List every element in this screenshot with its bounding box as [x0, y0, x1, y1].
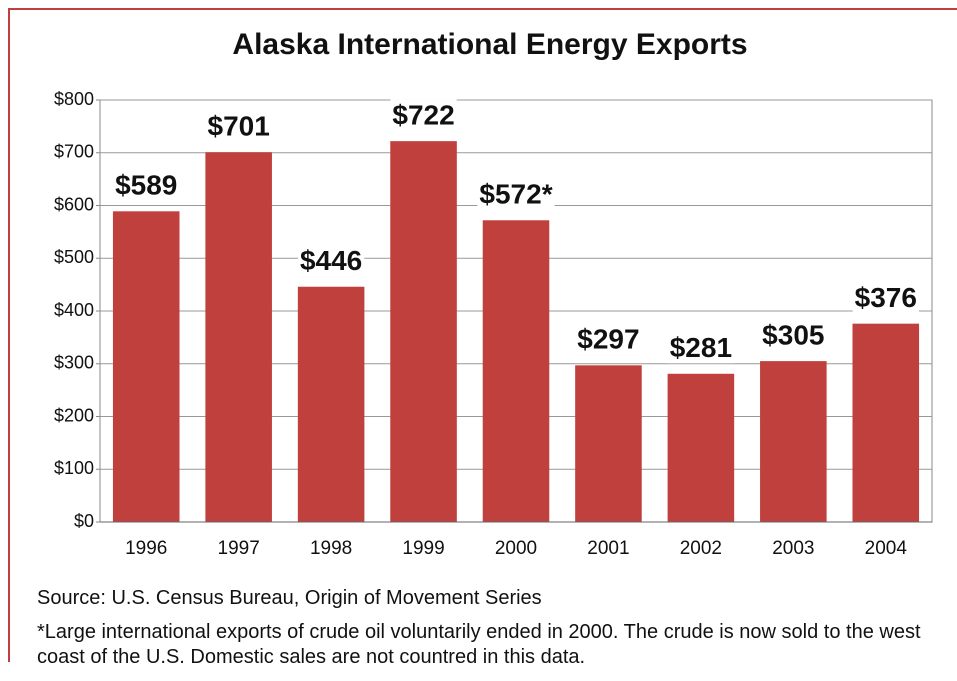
- value-label: $572*: [479, 179, 552, 210]
- value-label-bg: [205, 110, 272, 142]
- y-tick-label: $300: [54, 353, 94, 373]
- bar: [575, 365, 642, 522]
- bar: [390, 141, 457, 522]
- value-label-bg: [477, 178, 555, 210]
- bar: [205, 152, 272, 522]
- frame: [8, 8, 957, 662]
- x-tick-label: 1999: [402, 538, 444, 559]
- value-label: $446: [300, 245, 362, 276]
- value-label-bg: [667, 332, 735, 364]
- x-tick-label: 1998: [310, 538, 352, 559]
- value-label-bg: [297, 245, 365, 277]
- x-tick-label: 2000: [495, 538, 537, 559]
- x-tick-label: 2001: [587, 538, 629, 559]
- chart-title: Alaska International Energy Exports: [232, 28, 747, 61]
- value-label-bg: [575, 323, 642, 355]
- y-tick-label: $0: [74, 511, 94, 531]
- footnote: *Large international exports of crude oi…: [37, 621, 921, 668]
- bar: [760, 361, 827, 522]
- y-tick-label: $200: [54, 405, 94, 425]
- bar: [667, 373, 735, 522]
- y-tick-label: $800: [54, 89, 94, 109]
- value-label: $376: [855, 282, 917, 313]
- value-label: $297: [577, 324, 639, 355]
- bar: [297, 286, 365, 522]
- y-tick-label: $500: [54, 247, 94, 267]
- value-label-bg: [760, 319, 827, 351]
- y-tick-label: $600: [54, 194, 94, 214]
- value-label-bg: [390, 99, 457, 131]
- bar: [482, 220, 550, 522]
- value-label: $589: [115, 170, 177, 201]
- value-label-bg: [113, 169, 180, 201]
- value-label: $281: [670, 332, 732, 363]
- value-label-bg: [852, 282, 919, 314]
- source: Source: U.S. Census Bureau, Origin of Mo…: [37, 587, 542, 609]
- y-tick-label: $400: [54, 300, 94, 320]
- bar: [112, 211, 180, 523]
- x-tick-label: 1997: [218, 538, 260, 559]
- x-tick-label: 1996: [125, 538, 167, 559]
- value-label: $722: [392, 100, 454, 131]
- x-tick-label: 2003: [772, 538, 814, 559]
- x-tick-label: 2004: [865, 538, 908, 559]
- x-tick-label: 2002: [680, 538, 722, 559]
- value-label: $701: [208, 111, 270, 142]
- value-label: $305: [762, 320, 824, 351]
- y-tick-label: $100: [54, 458, 94, 478]
- bar: [852, 323, 920, 522]
- y-tick-label: $700: [54, 142, 94, 162]
